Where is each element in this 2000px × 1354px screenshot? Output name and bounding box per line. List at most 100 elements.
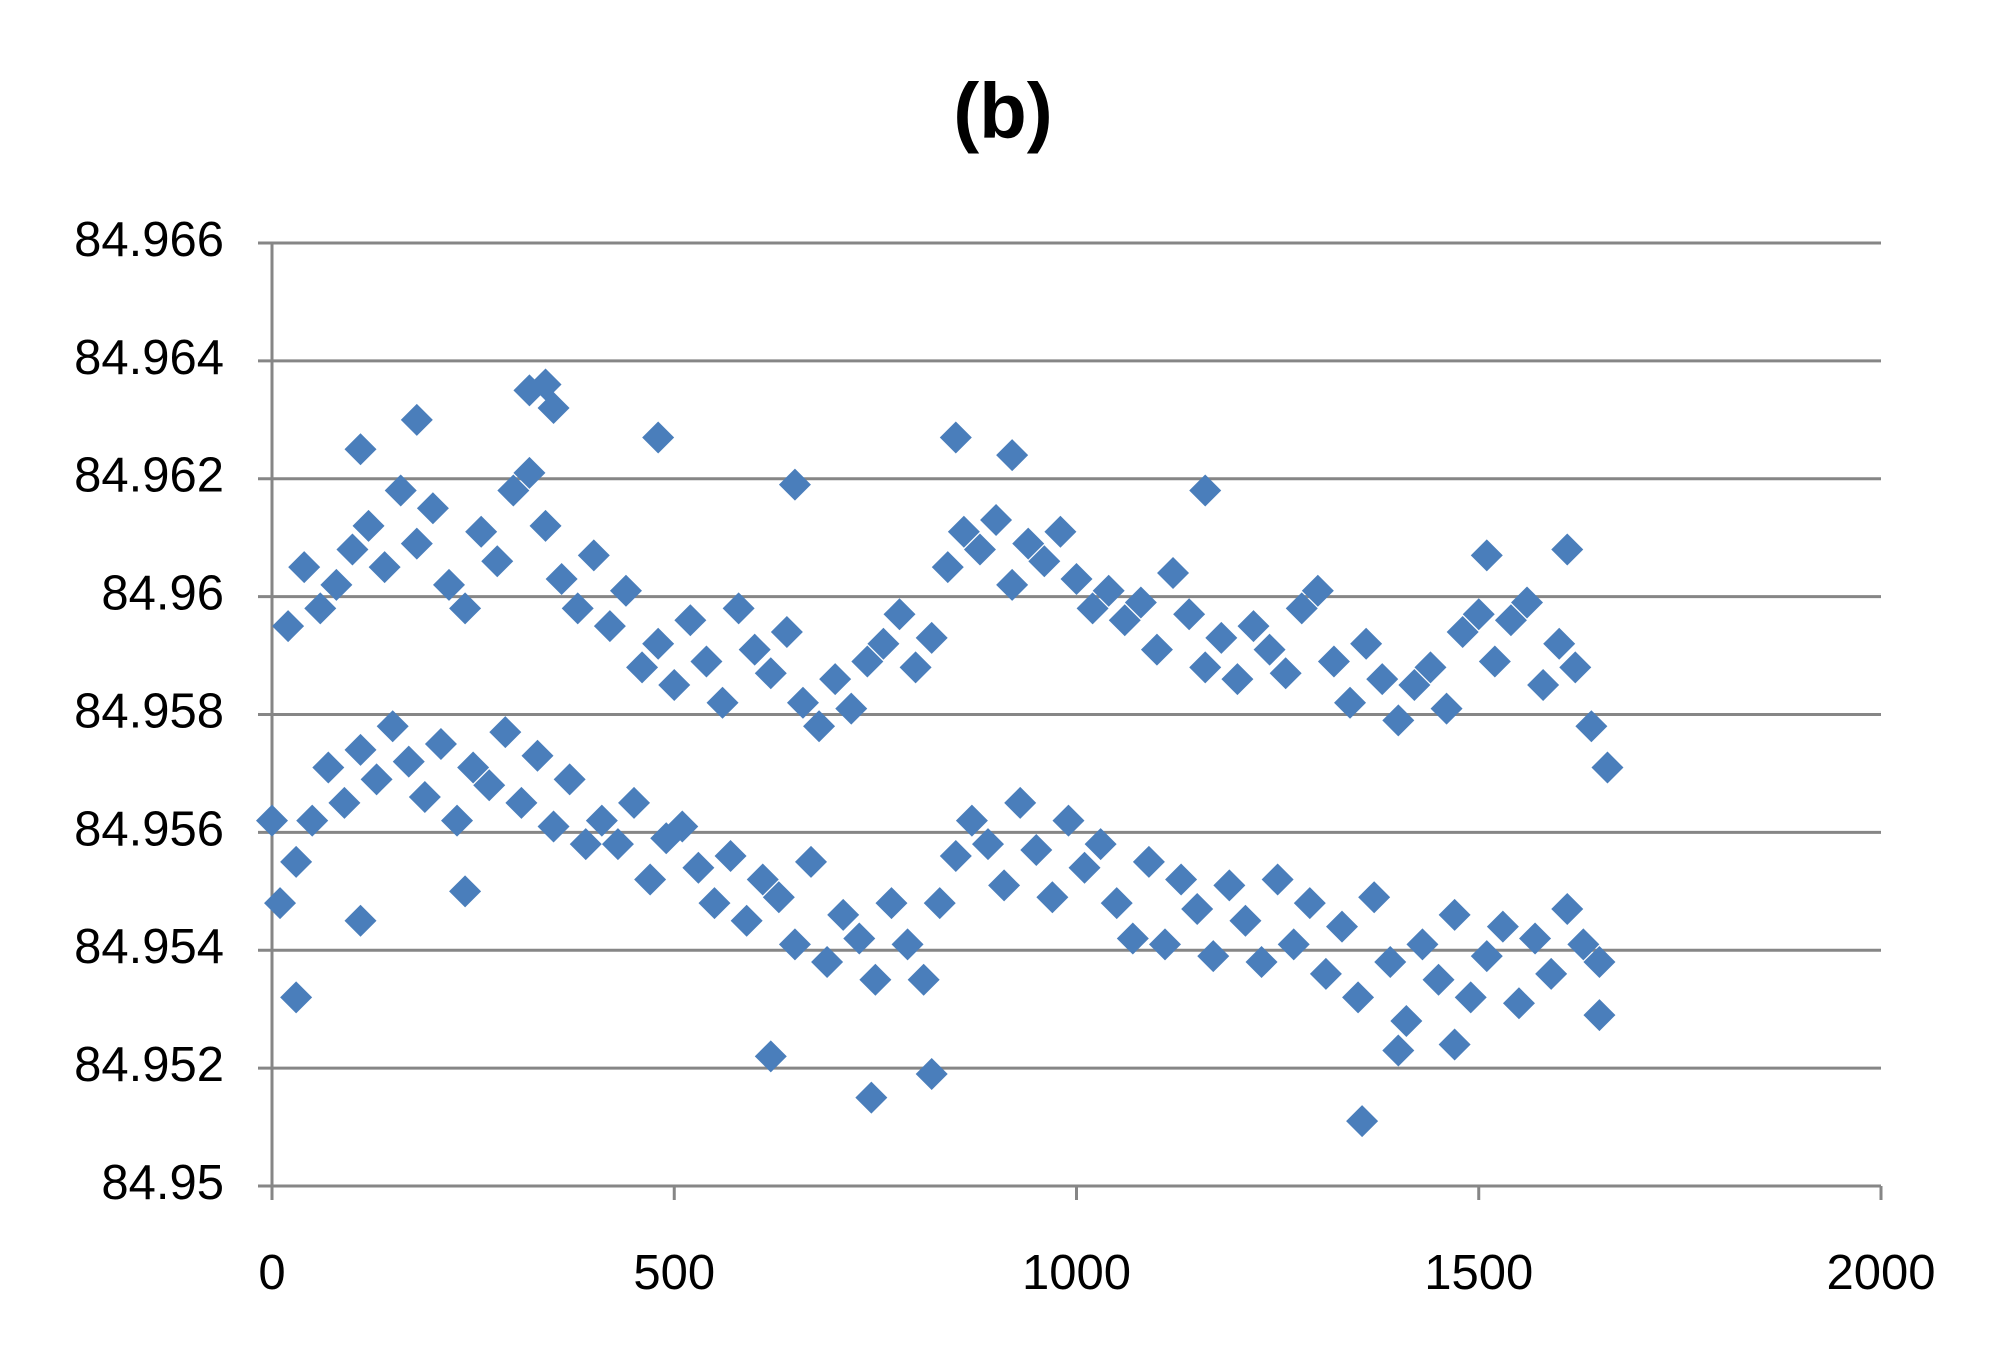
- point: [1189, 474, 1222, 507]
- point: [1350, 627, 1383, 660]
- point: [280, 981, 313, 1014]
- point: [1551, 892, 1584, 925]
- point: [288, 551, 321, 584]
- point: [392, 745, 425, 778]
- point: [1148, 928, 1181, 961]
- point: [1583, 946, 1616, 979]
- point: [1237, 610, 1270, 643]
- point: [481, 545, 514, 578]
- point: [642, 421, 675, 454]
- point: [738, 633, 771, 666]
- point: [1044, 515, 1077, 548]
- point: [1293, 887, 1326, 920]
- point: [1358, 881, 1391, 914]
- point: [770, 615, 803, 648]
- point: [1036, 881, 1069, 914]
- point: [336, 533, 369, 566]
- point: [1438, 898, 1471, 931]
- point: [698, 887, 731, 920]
- point: [368, 551, 401, 584]
- point: [1132, 845, 1165, 878]
- point: [1346, 1105, 1379, 1138]
- point: [1108, 604, 1141, 637]
- point: [996, 568, 1029, 601]
- point: [601, 828, 634, 861]
- point: [344, 904, 377, 937]
- point: [1502, 987, 1535, 1020]
- point: [1438, 1028, 1471, 1061]
- point: [1301, 574, 1334, 607]
- point: [272, 610, 305, 643]
- point: [408, 781, 441, 814]
- point: [465, 515, 498, 548]
- point: [988, 869, 1021, 902]
- point: [1486, 910, 1519, 943]
- x-tick-label: 500: [633, 1246, 715, 1300]
- point: [915, 621, 948, 654]
- point: [473, 769, 506, 802]
- point: [449, 875, 482, 908]
- y-tick-label: 84.962: [74, 449, 224, 503]
- point: [963, 533, 996, 566]
- point: [642, 627, 675, 660]
- point: [907, 963, 940, 996]
- point: [1116, 922, 1149, 955]
- y-tick-label: 84.966: [74, 213, 224, 267]
- point: [754, 1040, 787, 1073]
- point: [1269, 657, 1302, 690]
- point: [730, 904, 763, 937]
- point: [1494, 604, 1527, 637]
- point: [1414, 651, 1447, 684]
- point: [537, 392, 570, 425]
- point: [855, 1081, 888, 1114]
- y-tick-label: 84.95: [101, 1156, 224, 1210]
- point: [384, 474, 417, 507]
- point: [778, 468, 811, 501]
- point: [1390, 1004, 1423, 1037]
- point: [328, 786, 361, 819]
- x-tick-label: 0: [258, 1246, 285, 1300]
- point: [1060, 562, 1093, 595]
- point: [972, 828, 1005, 861]
- point: [1398, 669, 1431, 702]
- point: [352, 509, 385, 542]
- point: [1100, 887, 1133, 920]
- point: [521, 739, 554, 772]
- point: [1092, 574, 1125, 607]
- point: [891, 928, 924, 961]
- chart-title: (b): [953, 67, 1053, 155]
- point: [1470, 940, 1503, 973]
- point: [1084, 828, 1117, 861]
- point: [1511, 586, 1544, 619]
- point: [1261, 863, 1294, 896]
- point: [529, 509, 562, 542]
- point: [746, 863, 779, 896]
- x-tick-label: 2000: [1826, 1246, 1935, 1300]
- point: [674, 604, 707, 637]
- point: [1478, 645, 1511, 678]
- point: [714, 839, 747, 872]
- point: [851, 645, 884, 678]
- point: [827, 898, 860, 931]
- point: [1406, 928, 1439, 961]
- point: [867, 627, 900, 660]
- point: [553, 763, 586, 796]
- y-tick-label: 84.964: [74, 331, 224, 385]
- point: [762, 881, 795, 914]
- point: [432, 568, 465, 601]
- point: [609, 574, 642, 607]
- point: [795, 845, 828, 878]
- y-tick-label: 84.956: [74, 802, 224, 856]
- point: [545, 562, 578, 595]
- point: [312, 751, 345, 784]
- point: [899, 651, 932, 684]
- point: [1285, 592, 1318, 625]
- point: [1535, 957, 1568, 990]
- point: [1454, 981, 1487, 1014]
- point: [585, 804, 618, 837]
- point: [400, 403, 433, 436]
- point: [376, 710, 409, 743]
- x-tick-label: 1500: [1424, 1246, 1533, 1300]
- point: [513, 456, 546, 489]
- point: [497, 474, 530, 507]
